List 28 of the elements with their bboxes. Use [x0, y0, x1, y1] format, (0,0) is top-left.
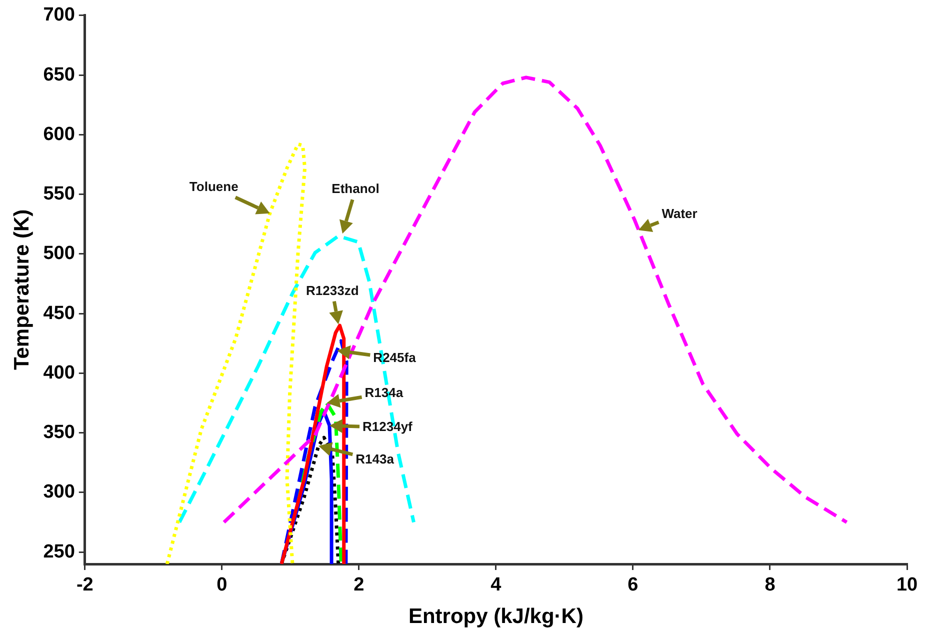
x-tick-label: 0: [216, 574, 228, 596]
y-tick-label: 300: [43, 482, 75, 503]
x-axis-title: Entropy (kJ/kg·K): [408, 605, 584, 628]
annotation: R134a: [364, 384, 404, 400]
x-tick-label: 2: [354, 574, 364, 596]
y-axis-title: Temperature (K): [10, 209, 34, 370]
x-tick-label: 4: [490, 574, 502, 596]
y-tick-label: 700: [43, 4, 75, 26]
x-tick-label: 6: [628, 574, 638, 596]
line-series: [178, 234, 416, 524]
y-tick-label: 600: [43, 124, 75, 145]
line-series: [165, 142, 307, 564]
y-tick-label: 500: [43, 243, 75, 264]
x-tick-label: 10: [896, 574, 918, 596]
y-tick-label: 550: [43, 184, 75, 205]
annotation: Water: [662, 206, 698, 221]
y-tick-label: 350: [43, 422, 75, 444]
x-tick-label: -2: [76, 574, 94, 596]
y-tick-label: 250: [43, 541, 75, 562]
annotation: Ethanol: [332, 181, 380, 196]
x-tick-label: 8: [764, 574, 776, 596]
y-tick-label: 400: [43, 362, 75, 384]
annotation: R1234yf: [362, 418, 414, 434]
annotation: Toluene: [189, 178, 238, 194]
annotation: R143a: [356, 452, 395, 466]
annotation: R1233zd: [306, 282, 359, 298]
y-tick-label: 650: [43, 64, 75, 86]
y-tick-label: 450: [43, 302, 75, 324]
